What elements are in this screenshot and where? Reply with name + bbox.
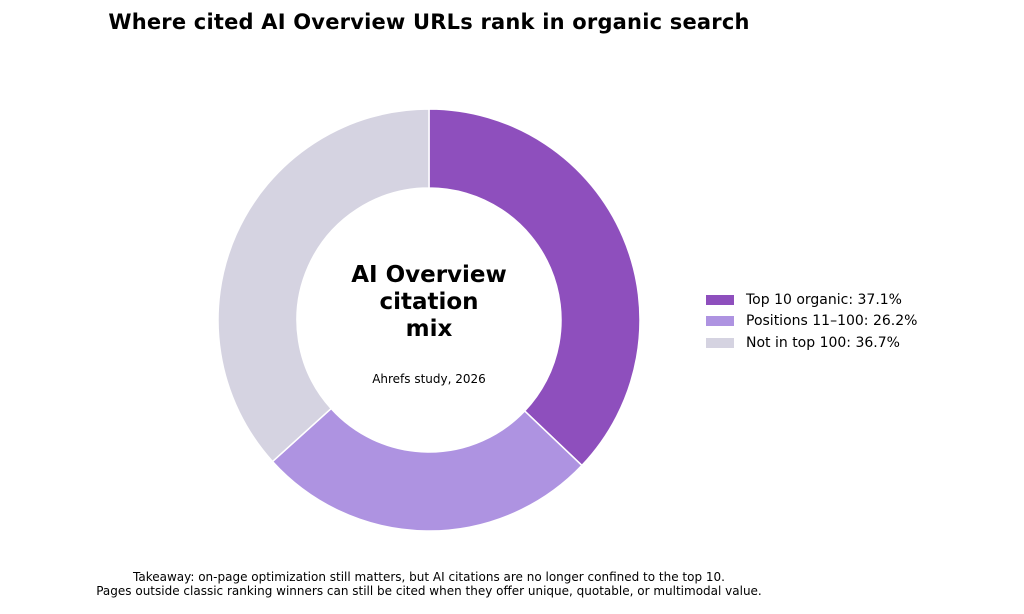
legend-item: Positions 11–100: 26.2% [706, 311, 917, 333]
footnote: Takeaway: on-page optimization still mat… [0, 570, 858, 598]
center-label-line-3: mix [405, 316, 453, 342]
legend-label: Not in top 100: 36.7% [746, 334, 900, 351]
legend: Top 10 organic: 37.1% Positions 11–100: 2… [706, 289, 917, 354]
chart-title: Where cited AI Overview URLs rank in org… [108, 10, 750, 34]
center-sublabel: Ahrefs study, 2026 [372, 372, 486, 386]
donut-slice-3 [217, 108, 430, 463]
center-label-line-2: citation [379, 289, 479, 315]
legend-item: Top 10 organic: 37.1% [706, 289, 917, 311]
donut-slice-2 [271, 407, 583, 532]
center-label: AI Overview citation mix [329, 262, 529, 343]
legend-label: Positions 11–100: 26.2% [746, 313, 918, 330]
footnote-line-1: Takeaway: on-page optimization still mat… [133, 570, 725, 584]
legend-swatch [706, 316, 734, 327]
legend-label: Top 10 organic: 37.1% [746, 291, 902, 308]
footnote-line-2: Pages outside classic ranking winners ca… [96, 584, 762, 598]
legend-swatch [706, 294, 734, 305]
donut-slice-1 [428, 108, 641, 467]
center-label-line-1: AI Overview [351, 262, 507, 288]
legend-swatch [706, 337, 734, 348]
legend-item: Not in top 100: 36.7% [706, 332, 917, 354]
